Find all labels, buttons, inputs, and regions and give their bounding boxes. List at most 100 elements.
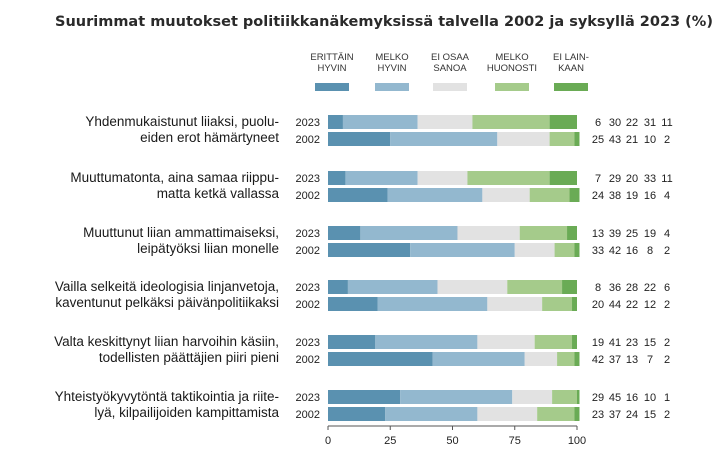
value-label: 4: [664, 190, 670, 202]
year-label: 2023: [296, 282, 320, 294]
bar-segment: [328, 115, 343, 129]
bar-segment: [574, 243, 580, 257]
bar-segment: [328, 171, 346, 185]
value-label: 12: [644, 299, 656, 311]
bar-segment: [549, 132, 575, 146]
value-label: 2: [664, 337, 670, 349]
value-label: 24: [626, 409, 638, 421]
bar-segment: [417, 171, 468, 185]
value-label: 29: [609, 173, 621, 185]
bar-segment: [328, 390, 401, 404]
value-label: 43: [609, 134, 621, 146]
value-label: 16: [626, 392, 638, 404]
value-label: 22: [644, 282, 656, 294]
bar-segment: [549, 115, 577, 129]
category-label: Vailla selkeitä ideologisia linjanvetoja…: [55, 279, 279, 294]
legend-label: HYVIN: [377, 63, 406, 74]
value-label: 2: [664, 134, 670, 146]
category-group: Valta keskittynyt liian harvoihin käsiin…: [54, 334, 670, 366]
legend-label: MELKO: [495, 52, 528, 63]
bar-segment: [562, 280, 577, 294]
value-label: 6: [664, 282, 670, 294]
value-label: 19: [592, 337, 604, 349]
value-label: 25: [626, 228, 638, 240]
bar-segment: [487, 297, 543, 311]
legend-label: EI OSAA: [431, 52, 470, 63]
bar-segment: [549, 171, 577, 185]
legend-swatch: [433, 83, 467, 91]
legend-swatch: [375, 83, 409, 91]
value-label: 28: [626, 282, 638, 294]
bar-segment: [377, 297, 488, 311]
bar-segment: [360, 226, 458, 240]
category-label: lyä, kilpailijoiden kampittamista: [94, 405, 279, 420]
value-label: 11: [661, 117, 672, 129]
bar-segment: [542, 297, 573, 311]
bar-segment: [574, 132, 580, 146]
bar-segment: [524, 352, 558, 366]
x-tick-label: 75: [509, 435, 521, 447]
bar-segment: [328, 280, 348, 294]
value-label: 11: [661, 173, 672, 185]
legend-label: ERITTÄIN: [310, 52, 353, 63]
category-label: Valta keskittynyt liian harvoihin käsiin…: [54, 334, 279, 349]
value-label: 41: [609, 337, 621, 349]
year-label: 2023: [296, 173, 320, 185]
bar-segment: [375, 335, 478, 349]
bar-segment: [342, 115, 418, 129]
category-label: leipätyöksi liian monelle: [137, 241, 279, 256]
value-label: 4: [664, 228, 670, 240]
bar-segment: [328, 297, 378, 311]
value-label: 2: [664, 245, 670, 257]
category-label: todellisten päättäjien piiri pieni: [99, 350, 279, 365]
bar-segment: [387, 188, 483, 202]
bar-segment: [328, 188, 388, 202]
value-label: 8: [647, 245, 653, 257]
bar-segment: [554, 243, 575, 257]
value-label: 21: [626, 134, 638, 146]
value-label: 1: [664, 392, 670, 404]
value-label: 23: [626, 337, 638, 349]
category-label: matta ketkä vallassa: [157, 186, 280, 201]
bar-segment: [572, 335, 577, 349]
bar-segment: [437, 280, 508, 294]
value-label: 30: [609, 117, 621, 129]
bar-segment: [574, 407, 580, 421]
category-group: Muuttumatonta, aina samaa riippu-matta k…: [70, 170, 673, 202]
category-label: Yhteistyökyvytöntä taktikointia ja riite…: [55, 389, 279, 404]
bar-segment: [557, 352, 575, 366]
bar-segment: [552, 390, 577, 404]
year-label: 2002: [296, 245, 320, 257]
value-label: 45: [609, 392, 621, 404]
bar-segment: [410, 243, 515, 257]
value-label: 2: [664, 409, 670, 421]
x-tick-label: 100: [568, 435, 586, 447]
bar-segment: [390, 132, 498, 146]
legend-label: MELKO: [375, 52, 408, 63]
bar-segment: [328, 132, 391, 146]
value-label: 2: [664, 354, 670, 366]
year-label: 2023: [296, 337, 320, 349]
bar-segment: [400, 390, 513, 404]
bar-segment: [519, 226, 568, 240]
value-label: 31: [644, 117, 656, 129]
value-label: 7: [647, 354, 653, 366]
category-label: Muuttumatonta, aina samaa riippu-: [70, 170, 279, 185]
bar-segment: [572, 297, 577, 311]
bar-segment: [512, 390, 553, 404]
category-group: Yhdenmukaistunut liiaksi, puolu-eiden er…: [85, 114, 673, 146]
bar-segment: [567, 226, 577, 240]
bar-segment: [467, 171, 550, 185]
value-label: 25: [592, 134, 604, 146]
legend-swatch: [315, 83, 349, 91]
bar-segment: [569, 188, 580, 202]
value-label: 37: [609, 409, 621, 421]
value-label: 10: [644, 134, 656, 146]
category-group: Vailla selkeitä ideologisia linjanvetoja…: [55, 279, 670, 311]
category-label: Yhdenmukaistunut liiaksi, puolu-: [85, 114, 279, 129]
category-label: Muuttunut liian ammattimaiseksi,: [83, 225, 279, 240]
value-label: 15: [644, 409, 656, 421]
